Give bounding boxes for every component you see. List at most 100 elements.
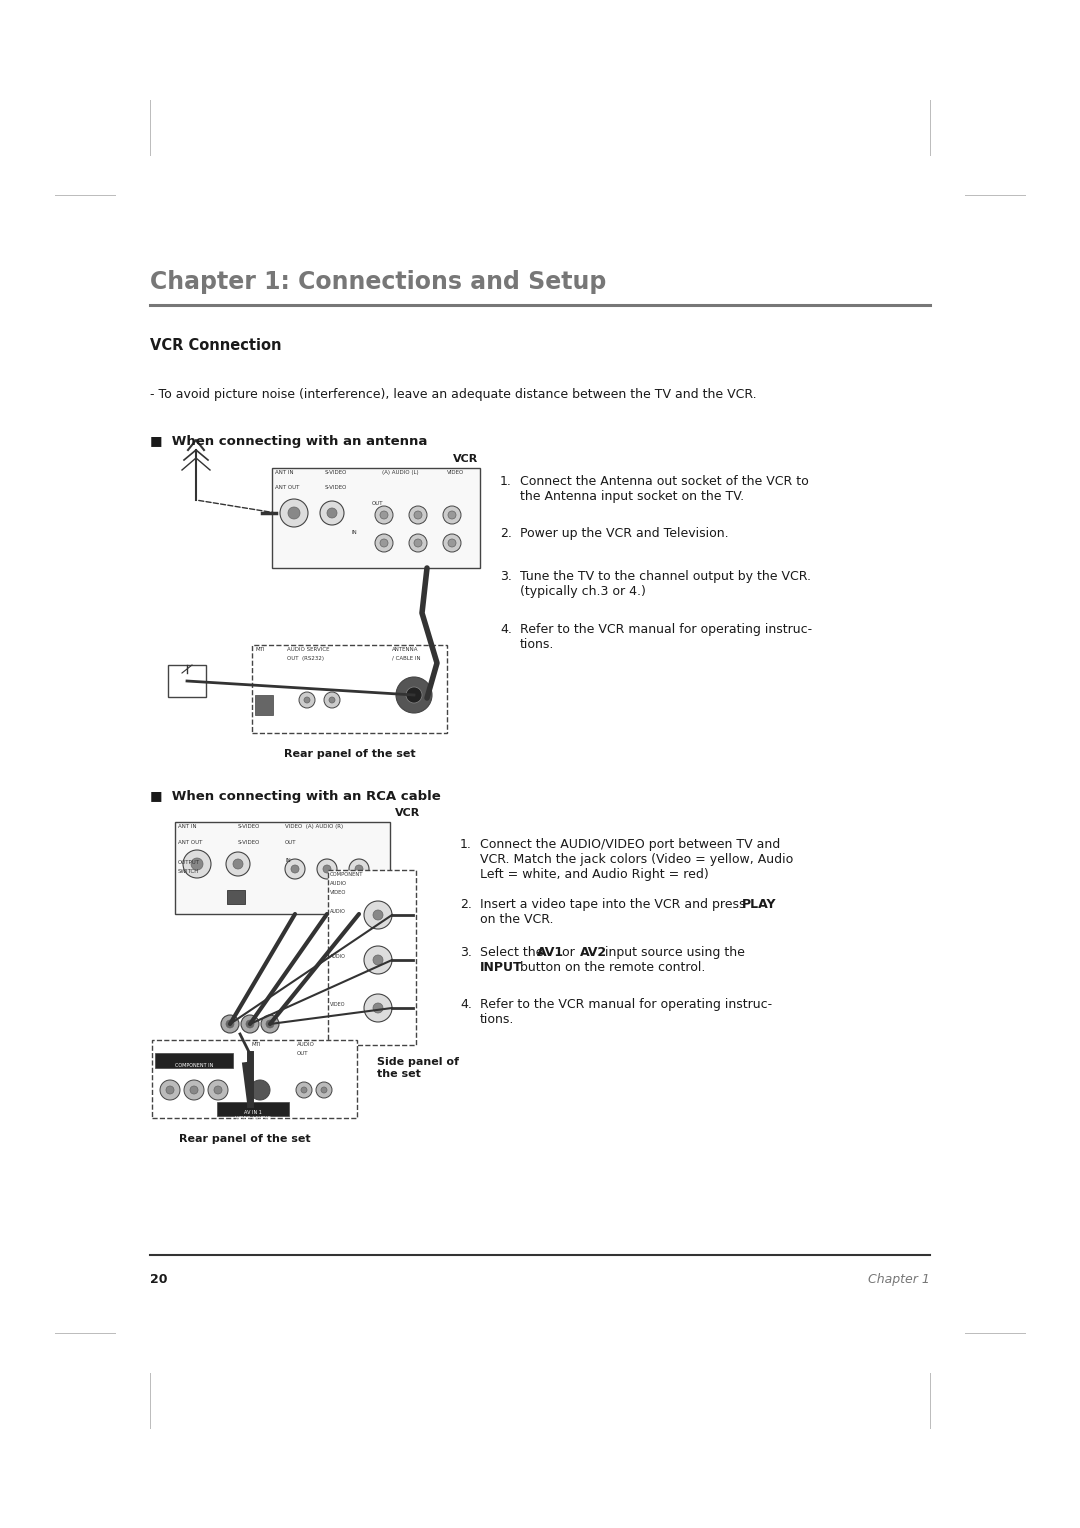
Text: VIDEO: VIDEO xyxy=(330,889,347,895)
Text: S-VIDEO: S-VIDEO xyxy=(325,471,348,475)
Text: on the VCR.: on the VCR. xyxy=(480,914,554,926)
Circle shape xyxy=(249,1080,270,1100)
Circle shape xyxy=(191,859,203,869)
Circle shape xyxy=(261,1015,279,1033)
Circle shape xyxy=(414,539,422,547)
Text: - To avoid picture noise (interference), leave an adequate distance between the : - To avoid picture noise (interference),… xyxy=(150,388,757,400)
Text: (A) AUDIO (L): (A) AUDIO (L) xyxy=(382,471,419,475)
Circle shape xyxy=(329,697,335,703)
Text: ■  When connecting with an antenna: ■ When connecting with an antenna xyxy=(150,435,428,448)
Text: S-VIDEO: S-VIDEO xyxy=(238,840,260,845)
Text: Chapter 1: Connections and Setup: Chapter 1: Connections and Setup xyxy=(150,270,606,293)
Text: ANT OUT: ANT OUT xyxy=(275,484,299,490)
Text: Power up the VCR and Television.: Power up the VCR and Television. xyxy=(519,527,729,539)
Text: input source using the: input source using the xyxy=(600,946,745,960)
Text: Chapter 1: Chapter 1 xyxy=(868,1273,930,1287)
Text: PLAY: PLAY xyxy=(742,898,777,911)
Text: 1.: 1. xyxy=(460,837,472,851)
Text: COMPONENT: COMPONENT xyxy=(330,872,364,877)
Circle shape xyxy=(364,995,392,1022)
Circle shape xyxy=(301,1086,307,1093)
Circle shape xyxy=(266,1021,274,1028)
Text: button on the remote control.: button on the remote control. xyxy=(516,961,705,973)
Bar xyxy=(156,1053,233,1068)
Circle shape xyxy=(409,506,427,524)
Text: S-VIDEO: S-VIDEO xyxy=(325,484,348,490)
Circle shape xyxy=(373,955,383,966)
Bar xyxy=(252,645,447,733)
Text: IN: IN xyxy=(285,859,291,863)
Text: Connect the Antenna out socket of the VCR to: Connect the Antenna out socket of the VC… xyxy=(519,475,809,487)
Text: ANT OUT: ANT OUT xyxy=(178,840,202,845)
Circle shape xyxy=(373,911,383,920)
Text: Insert a video tape into the VCR and press: Insert a video tape into the VCR and pre… xyxy=(480,898,750,911)
Circle shape xyxy=(316,1082,332,1099)
Bar xyxy=(328,869,416,1045)
Circle shape xyxy=(443,506,461,524)
Text: or: or xyxy=(558,946,579,960)
Circle shape xyxy=(375,506,393,524)
Bar xyxy=(255,695,273,715)
Text: ANT IN: ANT IN xyxy=(178,824,197,830)
Text: Tune the TV to the channel output by the VCR.: Tune the TV to the channel output by the… xyxy=(519,570,811,584)
Text: 20: 20 xyxy=(150,1273,167,1287)
Circle shape xyxy=(406,688,422,703)
Text: INPUT: INPUT xyxy=(480,961,523,973)
Circle shape xyxy=(296,1082,312,1099)
Circle shape xyxy=(166,1086,174,1094)
Circle shape xyxy=(323,865,330,872)
Text: OUT: OUT xyxy=(285,840,297,845)
Text: the Antenna input socket on the TV.: the Antenna input socket on the TV. xyxy=(519,490,744,503)
Bar xyxy=(272,468,480,568)
Text: VCR: VCR xyxy=(453,454,478,465)
Text: AV1: AV1 xyxy=(537,946,564,960)
Text: AUDIO: AUDIO xyxy=(330,953,346,960)
Circle shape xyxy=(299,692,315,707)
Circle shape xyxy=(190,1086,198,1094)
Text: 4.: 4. xyxy=(500,623,512,636)
Text: (typically ch.3 or 4.): (typically ch.3 or 4.) xyxy=(519,585,646,597)
Text: 1.: 1. xyxy=(500,475,512,487)
Text: 2.: 2. xyxy=(460,898,472,911)
Text: AUDIO: AUDIO xyxy=(330,882,347,886)
Text: Side panel of
the set: Side panel of the set xyxy=(377,1057,459,1079)
Text: VIDEO: VIDEO xyxy=(447,471,464,475)
Bar xyxy=(152,1041,357,1118)
Circle shape xyxy=(291,865,299,872)
Bar xyxy=(168,665,206,697)
Text: SWITCH: SWITCH xyxy=(178,869,200,874)
Circle shape xyxy=(246,1021,254,1028)
Text: Refer to the VCR manual for operating instruc-: Refer to the VCR manual for operating in… xyxy=(519,623,812,636)
Text: 3.: 3. xyxy=(460,946,472,960)
Text: ■  When connecting with an RCA cable: ■ When connecting with an RCA cable xyxy=(150,790,441,804)
Circle shape xyxy=(409,533,427,552)
Text: OUTPUT: OUTPUT xyxy=(178,860,200,865)
Text: tions.: tions. xyxy=(480,1013,514,1025)
Text: Rear panel of the set: Rear panel of the set xyxy=(178,1134,310,1144)
Circle shape xyxy=(226,853,249,876)
Circle shape xyxy=(355,865,363,872)
Circle shape xyxy=(184,1080,204,1100)
Circle shape xyxy=(324,692,340,707)
Circle shape xyxy=(448,510,456,520)
Text: 3.: 3. xyxy=(500,570,512,584)
Circle shape xyxy=(396,677,432,714)
Circle shape xyxy=(364,902,392,929)
Text: Connect the AUDIO/VIDEO port between TV and: Connect the AUDIO/VIDEO port between TV … xyxy=(480,837,780,851)
Text: VIDEO: VIDEO xyxy=(330,1002,346,1007)
Circle shape xyxy=(208,1080,228,1100)
Text: COMPONENT IN
Y/Pb / R-GRD: COMPONENT IN Y/Pb / R-GRD xyxy=(175,1063,213,1074)
Circle shape xyxy=(414,510,422,520)
Bar xyxy=(227,889,245,905)
Circle shape xyxy=(285,859,305,879)
Text: MTI: MTI xyxy=(252,1042,261,1047)
Circle shape xyxy=(443,533,461,552)
Text: VCR Connection: VCR Connection xyxy=(150,338,282,353)
Text: AV IN 1
VIDEO / AUDIO: AV IN 1 VIDEO / AUDIO xyxy=(235,1109,271,1122)
Text: 4.: 4. xyxy=(460,998,472,1012)
Circle shape xyxy=(375,533,393,552)
Circle shape xyxy=(160,1080,180,1100)
Circle shape xyxy=(303,697,310,703)
Text: Refer to the VCR manual for operating instruc-: Refer to the VCR manual for operating in… xyxy=(480,998,772,1012)
Text: IN: IN xyxy=(352,530,357,535)
